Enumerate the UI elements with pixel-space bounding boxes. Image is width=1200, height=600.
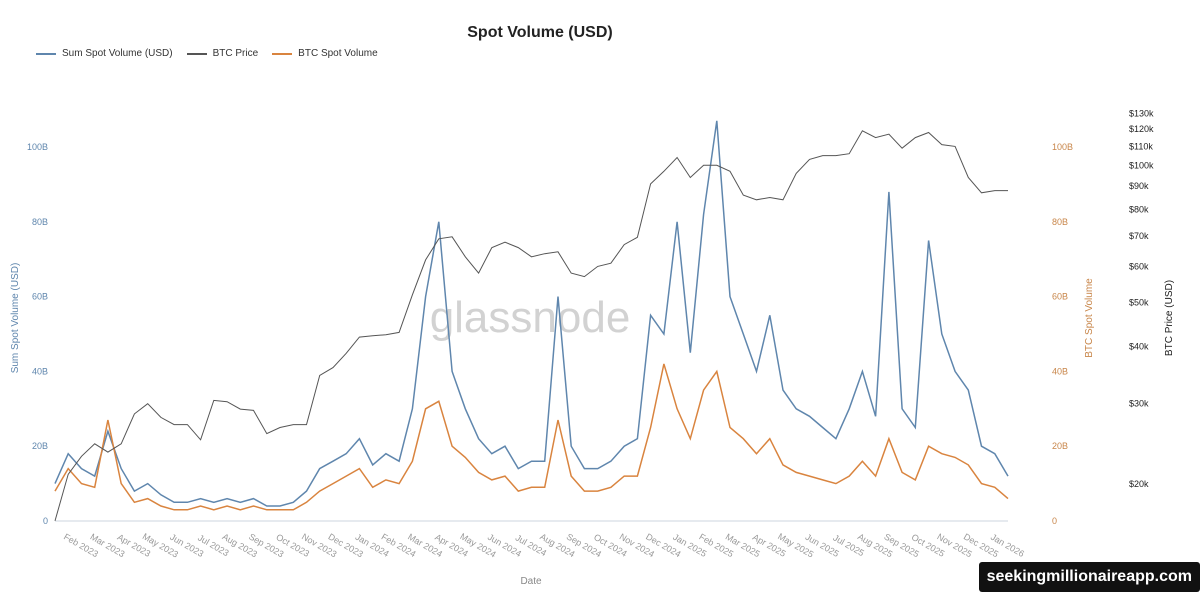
y-price-tick-label: $100k	[1129, 160, 1154, 170]
legend: Sum Spot Volume (USD) BTC Price BTC Spot…	[36, 48, 378, 59]
y-left-tick-label: 0	[43, 516, 48, 526]
footer-badge: seekingmillionaireapp.com	[978, 562, 1200, 592]
y-price-tick-label: $80k	[1129, 204, 1149, 214]
x-axis-title: Date	[520, 576, 542, 587]
y-right-tick-label: 40B	[1052, 366, 1068, 376]
y-price-tick-label: $90k	[1129, 181, 1149, 191]
legend-item-price[interactable]: BTC Price	[186, 48, 259, 59]
y-price-tick-label: $20k	[1129, 479, 1149, 489]
y-price-tick-label: $30k	[1129, 399, 1149, 409]
series-line-btc-price	[54, 130, 1008, 522]
y-price-tick-label: $50k	[1129, 298, 1149, 308]
y-left-axis-title: Sum Spot Volume (USD)	[10, 263, 21, 374]
y-right-axis-title: BTC Spot Volume	[1084, 278, 1095, 358]
series-line-sum-spot-volume	[54, 120, 1009, 507]
y-right-tick-label: 0	[1052, 516, 1057, 526]
series-line-btc-spot-volume	[54, 363, 1009, 511]
legend-swatch	[36, 52, 56, 55]
y-left-tick-label: 60B	[32, 292, 48, 302]
y-left-tick-label: 100B	[27, 142, 48, 152]
chart-title: Spot Volume (USD)	[467, 24, 613, 41]
y-left-tick-label: 40B	[32, 366, 48, 376]
watermark-text: glassnode	[430, 293, 631, 342]
y-price-tick-label: $60k	[1129, 261, 1149, 271]
y-price-tick-label: $130k	[1129, 108, 1154, 118]
y-left-tick-label: 20B	[32, 441, 48, 451]
y-right-tick-label: 60B	[1052, 292, 1068, 302]
legend-label: BTC Price	[212, 48, 259, 59]
y-price-tick-label: $40k	[1129, 342, 1149, 352]
legend-item-btc-volume[interactable]: BTC Spot Volume	[272, 48, 378, 59]
y-price-tick-label: $110k	[1129, 141, 1153, 151]
y-price-tick-label: $70k	[1129, 231, 1149, 241]
legend-item-sum[interactable]: Sum Spot Volume (USD)	[36, 48, 173, 59]
y-right-tick-label: 20B	[1052, 441, 1068, 451]
y-price-tick-label: $120k	[1129, 124, 1154, 134]
legend-swatch	[186, 52, 207, 55]
y-price-axis-title: BTC Price (USD)	[1164, 280, 1175, 356]
y-right-tick-label: 100B	[1052, 142, 1073, 152]
legend-label: BTC Spot Volume	[298, 48, 378, 59]
y-right-tick-label: 80B	[1052, 217, 1068, 227]
legend-label: Sum Spot Volume (USD)	[62, 48, 173, 59]
y-left-tick-label: 80B	[32, 217, 48, 227]
legend-swatch	[272, 52, 293, 55]
